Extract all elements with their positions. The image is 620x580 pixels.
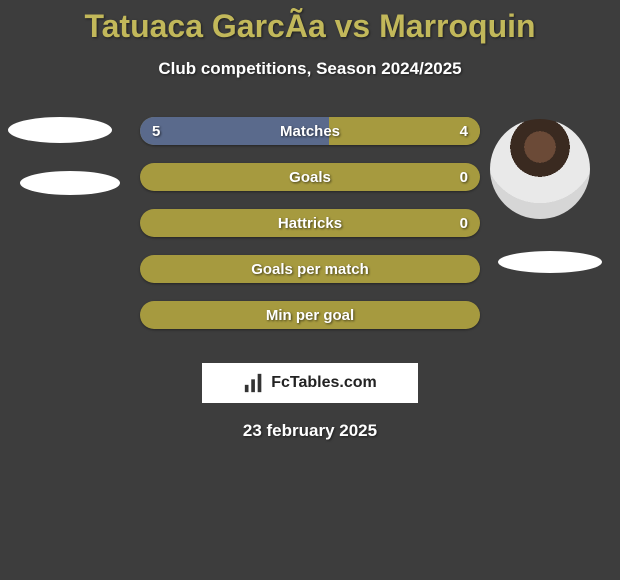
stat-bar-row: Goals0	[140, 163, 480, 191]
bar-fill-left	[140, 117, 329, 145]
fctables-logo[interactable]: FcTables.com	[202, 363, 418, 403]
comparison-stage: Matches54Goals0Hattricks0Goals per match…	[0, 107, 620, 357]
bar-right-value: 0	[460, 215, 468, 232]
bar-right-value: 4	[460, 123, 468, 140]
decor-ellipse	[20, 171, 120, 195]
stat-bar-row: Matches54	[140, 117, 480, 145]
logo-text: FcTables.com	[271, 374, 377, 392]
bar-fill-right	[329, 117, 480, 145]
decor-ellipse	[498, 251, 602, 273]
bar-label: Goals per match	[140, 261, 480, 278]
bar-label: Goals	[140, 169, 480, 186]
comparison-title: Tatuaca GarcÃ­a vs Marroquin	[0, 0, 620, 45]
season-subtitle: Club competitions, Season 2024/2025	[0, 59, 620, 79]
bar-label: Min per goal	[140, 307, 480, 324]
stat-bar-row: Min per goal	[140, 301, 480, 329]
stat-bar-row: Goals per match	[140, 255, 480, 283]
bar-right-value: 0	[460, 169, 468, 186]
decor-ellipse	[8, 117, 112, 143]
stat-bar-row: Hattricks0	[140, 209, 480, 237]
bar-left-value: 5	[152, 123, 160, 140]
snapshot-date: 23 february 2025	[0, 421, 620, 441]
stat-bars: Matches54Goals0Hattricks0Goals per match…	[140, 117, 480, 347]
bars-icon	[243, 372, 265, 394]
player-avatar-right	[490, 119, 590, 219]
bar-label: Hattricks	[140, 215, 480, 232]
